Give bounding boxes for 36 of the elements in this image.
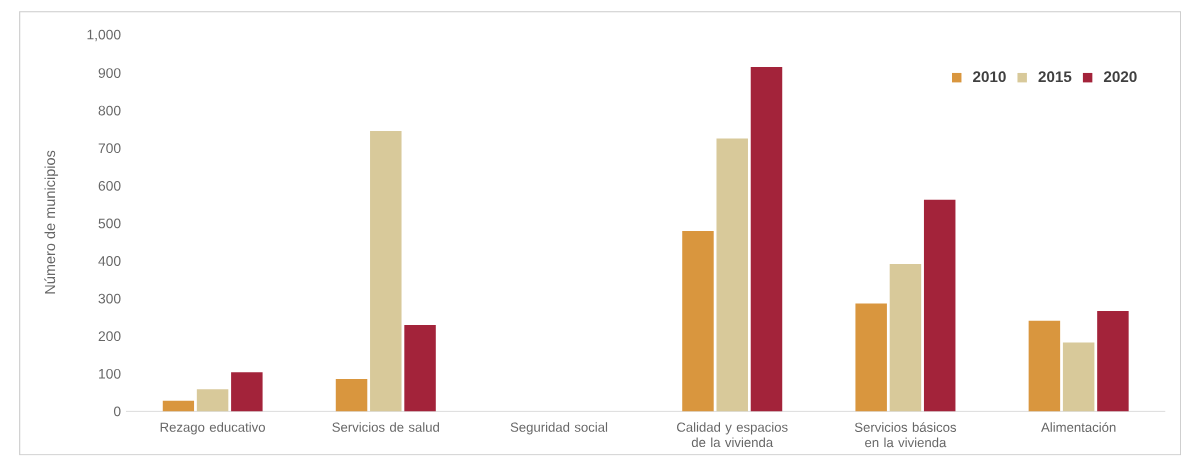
x-tick-label: Seguridad social [510,422,608,435]
bar [1028,320,1061,412]
y-tick-label: 900 [98,68,121,79]
x-tick-label: Servicios básicos en la vivienda [854,422,957,448]
bar [923,199,956,412]
y-tick-label: 1,000 [87,29,121,42]
y-tick-label: 700 [98,143,121,154]
bar [1097,311,1129,412]
bar [716,138,748,412]
y-tick-label: 600 [98,181,121,191]
y-tick-label: 100 [99,369,121,379]
bar [855,303,887,412]
x-tick-label: Calidad y espacios de la vivienda [677,422,788,448]
bar [404,325,436,412]
y-tick-label: 400 [98,256,121,267]
bar [335,379,368,412]
bar [162,401,195,412]
bar [889,264,922,412]
bar [1062,342,1095,412]
y-tick-label: 500 [98,218,121,229]
y-axis-title: Número de municipios [44,150,59,294]
bar [196,389,229,412]
legend-label: 2010 [973,71,1006,83]
bar [370,131,402,412]
y-tick-label: 800 [98,105,121,116]
bar [682,231,714,412]
y-tick-label: 300 [98,293,121,304]
legend-label: 2015 [1038,71,1072,83]
bar [231,372,263,412]
x-tick-label: Alimentación [1041,422,1116,433]
x-tick-label: Servicios de salud [332,422,439,433]
y-tick-label: 200 [98,331,121,342]
bar [750,67,783,412]
y-tick-label: 0 [113,406,121,417]
x-tick-label: Rezago educativo [160,422,265,435]
legend-label: 2020 [1103,71,1137,83]
